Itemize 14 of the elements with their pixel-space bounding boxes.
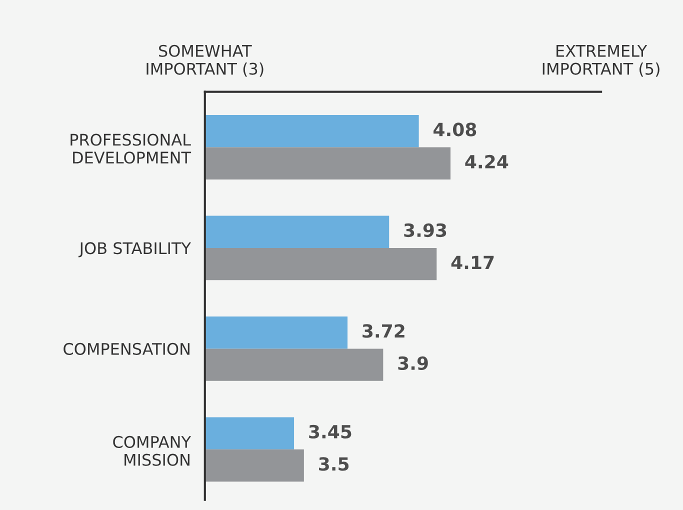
data-label: 4.24 [465, 154, 508, 168]
data-label: 3.93 [404, 223, 446, 238]
x-tick-label: EXTREMELY IMPORTANT (5) [542, 45, 660, 77]
y-tick-label: COMPENSATION [64, 342, 190, 355]
data-label: 3.72 [362, 324, 404, 338]
data-label: 3.45 [309, 424, 352, 439]
data-label: 3.5 [319, 457, 349, 471]
data-label: 4.08 [434, 122, 476, 136]
y-tick-label: PROFESSIONAL DEVELOPMENT [70, 134, 192, 164]
x-tick-label: SOMEWHAT IMPORTANT (3) [146, 44, 264, 77]
data-label: 3.9 [398, 356, 428, 370]
data-label: 4.17 [451, 256, 494, 270]
y-tick-label: JOB STABILITY [78, 242, 192, 258]
y-tick-label: COMPANY MISSION [113, 436, 192, 466]
